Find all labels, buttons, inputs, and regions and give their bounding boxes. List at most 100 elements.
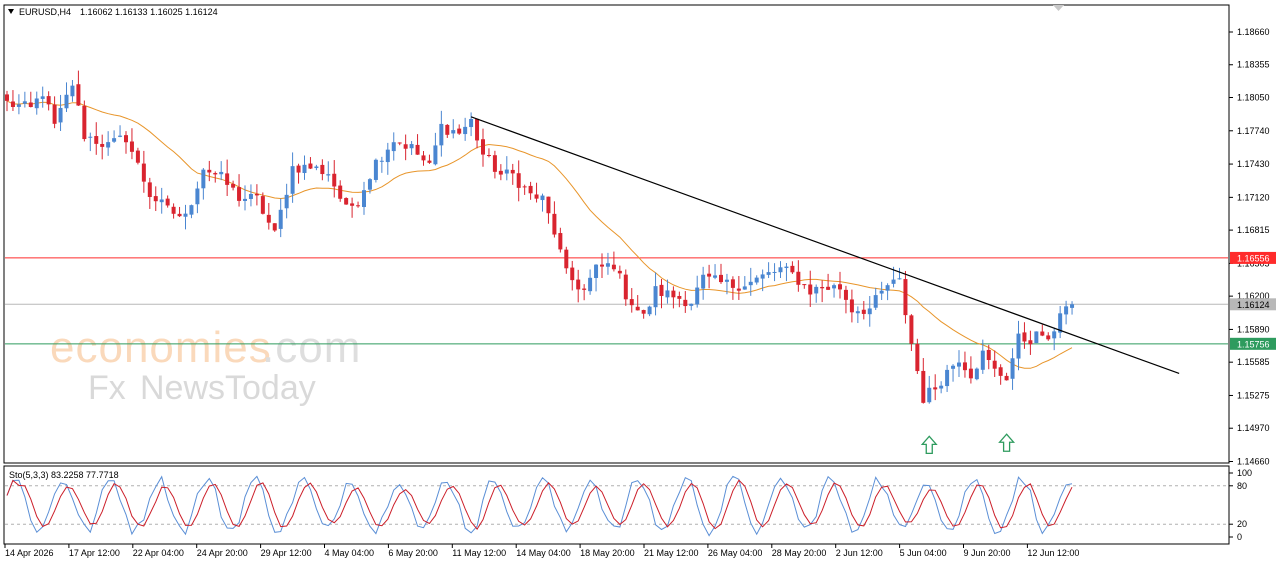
candle-bull xyxy=(1058,313,1063,333)
x-tick-label: 14 Apr 2026 xyxy=(5,548,54,558)
candle-bear xyxy=(564,249,569,269)
candle-bear xyxy=(82,105,87,140)
candle-bull xyxy=(70,85,75,97)
candle-bear xyxy=(231,183,236,188)
candle-bear xyxy=(528,185,533,194)
candle-bear xyxy=(207,169,212,173)
candle-bull xyxy=(278,209,283,229)
candle-bear xyxy=(962,362,967,371)
candle-bull xyxy=(504,169,509,174)
candle-bear xyxy=(165,198,170,206)
candle-bull xyxy=(463,126,468,135)
candle-bull xyxy=(772,271,777,273)
candles xyxy=(5,70,1075,404)
y-tick-label: 1.17430 xyxy=(1237,159,1270,169)
candle-bull xyxy=(284,194,289,209)
candle-bull xyxy=(1016,333,1021,359)
watermark-brand-suffix: .com xyxy=(262,323,361,372)
y-tick-label: 1.17740 xyxy=(1237,126,1270,136)
candle-bear xyxy=(796,271,801,285)
candle-bull xyxy=(362,190,366,207)
candle-bear xyxy=(338,185,343,199)
candle-bear xyxy=(415,144,420,155)
x-tick-label: 28 May 20:00 xyxy=(772,548,827,558)
candle-bear xyxy=(46,96,51,105)
y-tick-label: 1.18050 xyxy=(1237,92,1270,102)
level-badge-resistance xyxy=(1230,251,1276,264)
candle-bear xyxy=(76,84,81,106)
candle-bull xyxy=(290,166,295,194)
candle-bull xyxy=(784,266,789,269)
candle-bear xyxy=(522,186,527,188)
candle-bull xyxy=(879,290,884,294)
candle-bull xyxy=(945,369,950,387)
trendline xyxy=(470,116,1180,375)
candle-bear xyxy=(129,141,134,152)
candle-bull xyxy=(379,160,384,162)
candle-bear xyxy=(135,150,140,163)
candle-bull xyxy=(594,264,599,278)
candle-bull xyxy=(451,130,456,134)
candle-bull xyxy=(302,164,307,174)
candle-bear xyxy=(838,284,842,290)
x-tick-label: 6 May 20:00 xyxy=(388,548,438,558)
y-tick-label: 1.14970 xyxy=(1237,423,1270,433)
candle-bear xyxy=(225,173,230,185)
candle-bear xyxy=(510,169,515,174)
candle-bull xyxy=(248,193,253,199)
candle-bear xyxy=(177,213,182,217)
candle-bull xyxy=(314,166,319,169)
candle-bear xyxy=(28,102,33,107)
candle-bear xyxy=(1028,340,1033,345)
candle-bear xyxy=(600,264,604,267)
candle-bull xyxy=(34,98,39,109)
candle-bear xyxy=(332,173,337,187)
stochastic-main-line xyxy=(6,475,1073,537)
candle-bear xyxy=(403,144,408,149)
candle-bear xyxy=(1046,335,1051,340)
level-badge-current xyxy=(1230,298,1276,311)
candle-bear xyxy=(933,387,938,390)
candle-bear xyxy=(659,284,664,296)
x-tick-label: 14 May 04:00 xyxy=(516,548,571,558)
candle-bear xyxy=(350,203,355,206)
x-tick-label: 22 Apr 04:00 xyxy=(133,548,184,558)
chart-ohlc: 1.16062 1.16133 1.16025 1.16124 xyxy=(80,7,218,17)
candle-bear xyxy=(534,194,539,199)
candle-bull xyxy=(701,274,706,289)
candle-bull xyxy=(1034,331,1039,344)
candle-bull xyxy=(367,179,372,190)
candle-bear xyxy=(570,267,575,281)
candle-bear xyxy=(1022,332,1027,342)
candle-bear xyxy=(582,288,587,290)
candle-bull xyxy=(927,387,932,403)
sto-tick-label: 0 xyxy=(1237,532,1242,542)
candle-bull xyxy=(433,145,438,165)
candle-bull xyxy=(58,107,63,123)
candle-bear xyxy=(498,170,503,175)
level-label-resistance: 1.16556 xyxy=(1237,253,1270,263)
candle-bear xyxy=(254,193,259,196)
candle-bull xyxy=(88,136,93,138)
candle-bull xyxy=(409,144,414,149)
trendline-layer xyxy=(470,116,1180,375)
candle-bear xyxy=(861,309,866,314)
x-tick-label: 17 Apr 12:00 xyxy=(69,548,120,558)
candle-bull xyxy=(766,272,771,275)
scroll-marker-icon[interactable] xyxy=(1053,5,1064,11)
candle-bull xyxy=(748,281,753,286)
candle-bull xyxy=(16,104,21,107)
candle-bear xyxy=(320,164,325,175)
candle-bull xyxy=(64,94,69,109)
candle-bear xyxy=(719,274,723,283)
collapse-triangle-icon[interactable] xyxy=(8,9,14,14)
candle-bear xyxy=(1040,331,1045,336)
candle-bull xyxy=(867,308,872,315)
candle-bear xyxy=(492,155,497,172)
candle-bear xyxy=(213,173,218,175)
candle-bear xyxy=(558,233,563,250)
x-tick-label: 29 Apr 12:00 xyxy=(261,548,312,558)
x-tick-label: 2 Jun 12:00 xyxy=(836,548,883,558)
